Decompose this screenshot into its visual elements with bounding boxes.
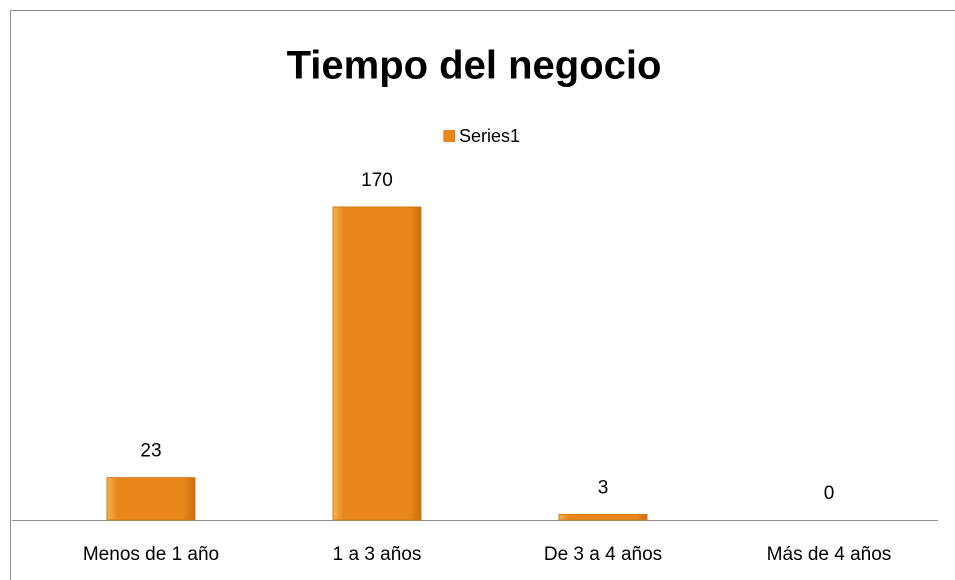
legend-swatch — [443, 130, 455, 142]
data-label: 3 — [598, 477, 609, 498]
x-tick-label: Menos de 1 año — [83, 544, 219, 565]
bar — [332, 206, 422, 521]
x-tick-label: De 3 a 4 años — [544, 544, 662, 565]
bar — [558, 513, 648, 521]
bar — [106, 477, 196, 521]
data-label: 0 — [824, 483, 835, 504]
data-label: 23 — [140, 441, 161, 462]
x-tick-label: 1 a 3 años — [333, 544, 422, 565]
x-tick-label: Más de 4 años — [767, 544, 892, 565]
chart-title: Tiempo del negocio — [287, 44, 662, 88]
legend-label: Series1 — [459, 126, 520, 146]
data-label: 170 — [361, 170, 393, 191]
